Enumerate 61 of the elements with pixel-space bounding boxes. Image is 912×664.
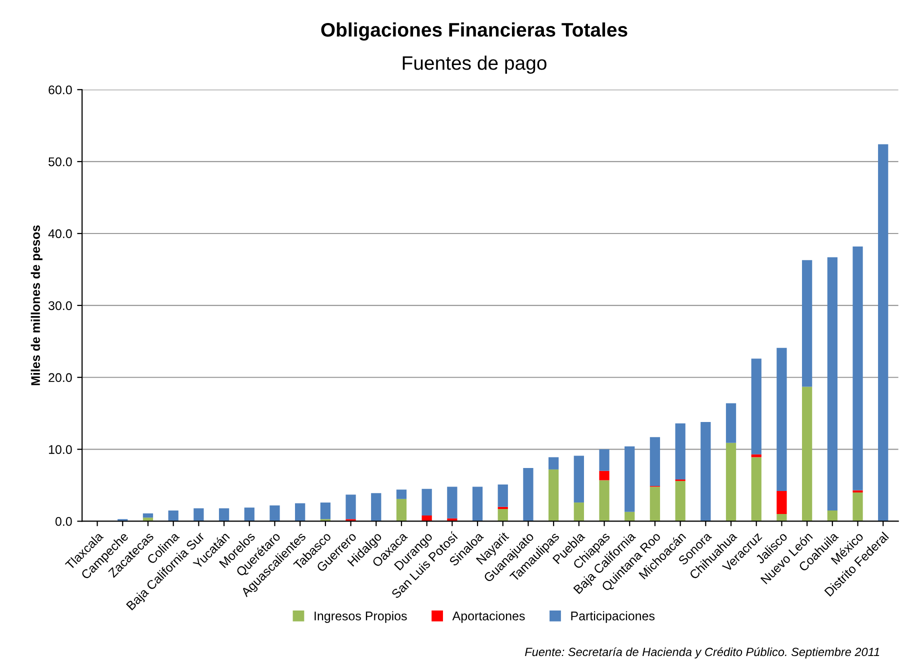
y-tick-label: 40.0	[48, 229, 72, 238]
bar	[396, 498, 407, 522]
bar	[827, 510, 838, 522]
bar	[776, 514, 787, 522]
bar	[599, 470, 610, 480]
y-tick-label: 50.0	[48, 157, 72, 166]
source-note: Fuente: Secretaría de Hacienda y Crédito Público. Septiembre 2011	[525, 647, 880, 658]
y-tick-label: 0.0	[55, 517, 72, 526]
bar	[194, 508, 204, 522]
bar	[270, 505, 280, 522]
bar	[726, 442, 736, 522]
y-tick-label: 60.0	[48, 85, 72, 94]
bar	[396, 490, 407, 499]
bar	[624, 512, 635, 522]
bar	[599, 480, 610, 522]
bar	[320, 502, 330, 520]
bar	[244, 508, 254, 522]
bar	[802, 260, 812, 387]
bar	[624, 446, 635, 512]
bar	[776, 348, 787, 492]
chart-title: Obligaciones Financieras Totales	[321, 22, 628, 41]
bar	[422, 488, 432, 516]
bar	[498, 506, 508, 510]
bar	[218, 508, 230, 522]
bar	[751, 457, 762, 522]
bar	[574, 502, 584, 522]
y-tick-label: 10.0	[48, 445, 72, 454]
bar	[498, 484, 508, 507]
legend-label: Ingresos Propios	[314, 611, 407, 623]
bar	[447, 486, 458, 518]
chart-subtitle: Fuentes de pago	[402, 56, 546, 74]
y-tick-label: 20.0	[48, 373, 72, 382]
legend-label: Participaciones	[571, 611, 655, 623]
bar	[776, 491, 787, 514]
bar	[548, 457, 559, 470]
bar	[852, 246, 863, 490]
bar	[878, 144, 888, 522]
bar	[295, 503, 306, 522]
bar	[726, 403, 736, 443]
bar	[548, 469, 559, 522]
bar	[751, 358, 762, 454]
bar	[498, 509, 508, 522]
bar	[168, 510, 178, 522]
bar	[675, 480, 686, 522]
bar	[852, 492, 863, 522]
bar	[827, 257, 838, 510]
bar	[574, 456, 584, 503]
bar	[142, 513, 154, 518]
y-tick-label: 30.0	[48, 301, 72, 310]
bar	[472, 486, 483, 522]
bar	[650, 486, 660, 522]
bar	[700, 422, 711, 522]
bar	[346, 494, 356, 520]
bar	[802, 386, 812, 522]
bar	[675, 423, 686, 480]
bar	[523, 468, 534, 522]
y-axis-title: Miles de millones de pesos	[30, 225, 42, 386]
legend-label: Aportaciones	[452, 611, 525, 623]
bar	[371, 493, 382, 522]
bar	[599, 449, 610, 471]
bar	[650, 437, 660, 486]
